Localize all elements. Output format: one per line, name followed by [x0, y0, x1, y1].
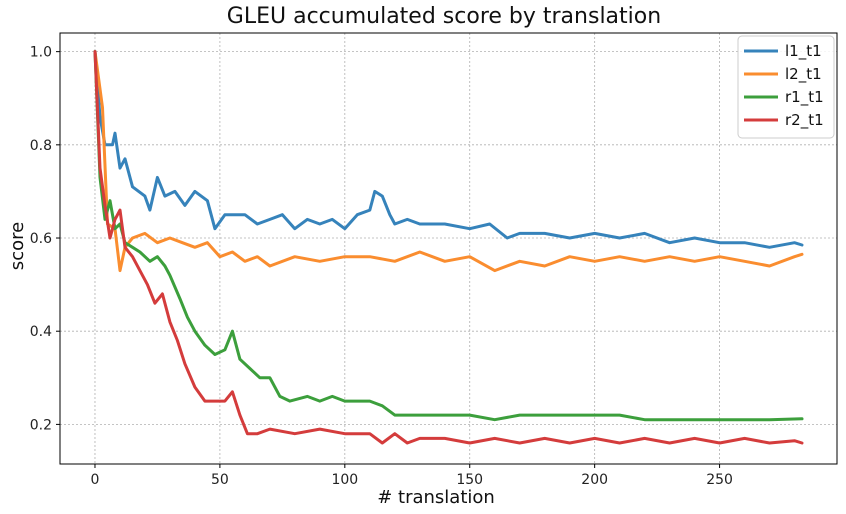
legend-label: r1_t1	[785, 88, 824, 107]
y-tick-label: 0.4	[30, 324, 52, 340]
series-line-r1_t1	[93, 50, 804, 422]
y-tick-label: 1.0	[30, 45, 52, 61]
chart-title: GLEU accumulated score by translation	[227, 4, 661, 29]
legend-box	[737, 35, 835, 139]
series-layer	[93, 50, 804, 445]
legend-label: l2_t1	[785, 65, 822, 84]
y-tick-label: 0.2	[30, 417, 52, 433]
x-tick-label: 50	[211, 472, 229, 488]
legend-label: l1_t1	[785, 42, 822, 61]
y-tick-label: 0.6	[30, 231, 52, 247]
y-axis-label: score	[7, 222, 28, 270]
x-tick-label: 200	[581, 472, 608, 488]
legend-label: r2_t1	[785, 111, 824, 130]
x-tick-label: 100	[331, 472, 358, 488]
x-tick-label: 0	[91, 472, 100, 488]
gridlines	[60, 33, 837, 464]
series-line-l2_t1	[93, 50, 804, 273]
legend: l1_t1 l2_t1 r1_t1 r2_t1	[737, 35, 835, 139]
y-tick-label: 0.8	[30, 138, 52, 154]
plot-frame	[59, 32, 838, 465]
series-line-l1_t1	[93, 50, 804, 249]
x-tick-label: 250	[706, 472, 733, 488]
x-tick-label: 150	[456, 472, 483, 488]
x-axis-label: # translation	[377, 487, 495, 508]
series-line-r2_t1	[93, 50, 804, 445]
tick-labels: 0 50 100 150 200 250 0.2 0.4 0.6 0.8 1.0	[30, 45, 733, 488]
